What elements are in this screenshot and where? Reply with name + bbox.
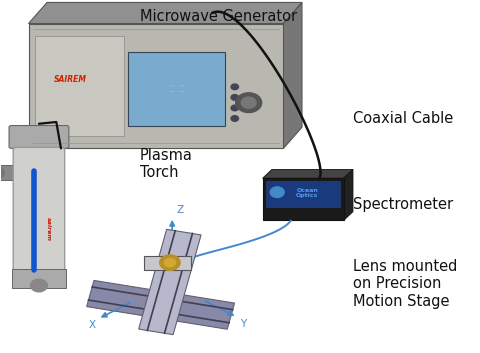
Circle shape	[231, 105, 239, 111]
Circle shape	[164, 258, 176, 267]
FancyBboxPatch shape	[28, 24, 283, 148]
Polygon shape	[283, 2, 302, 148]
Text: Ocean
Optics: Ocean Optics	[296, 188, 318, 198]
FancyBboxPatch shape	[0, 165, 18, 180]
Circle shape	[0, 166, 4, 179]
Circle shape	[236, 93, 262, 113]
Circle shape	[231, 116, 239, 121]
Circle shape	[231, 95, 239, 100]
FancyBboxPatch shape	[36, 36, 123, 136]
Text: Lens mounted
on Precision
Motion Stage: Lens mounted on Precision Motion Stage	[353, 259, 457, 309]
Text: Plasma
Torch: Plasma Torch	[140, 148, 192, 180]
Polygon shape	[87, 280, 235, 329]
Text: Coaxial Cable: Coaxial Cable	[353, 111, 453, 126]
Polygon shape	[263, 169, 353, 178]
FancyBboxPatch shape	[9, 126, 69, 148]
Circle shape	[160, 255, 180, 270]
Polygon shape	[28, 2, 302, 24]
Text: Microwave Generator: Microwave Generator	[140, 10, 297, 24]
Text: Y: Y	[240, 319, 247, 329]
Circle shape	[270, 187, 284, 197]
Text: —  —
—  —: — — — —	[169, 83, 184, 94]
FancyBboxPatch shape	[12, 269, 66, 288]
Polygon shape	[144, 256, 191, 270]
Text: Z: Z	[177, 205, 184, 215]
FancyBboxPatch shape	[128, 52, 226, 126]
Polygon shape	[139, 229, 201, 335]
Circle shape	[231, 84, 239, 90]
FancyBboxPatch shape	[263, 178, 344, 221]
Text: SAIREM: SAIREM	[54, 75, 87, 84]
FancyBboxPatch shape	[266, 181, 340, 207]
Circle shape	[241, 97, 256, 108]
FancyBboxPatch shape	[13, 147, 65, 280]
Text: Spectrometer: Spectrometer	[353, 197, 453, 212]
Text: sairem: sairem	[46, 217, 51, 241]
Polygon shape	[344, 169, 353, 221]
Circle shape	[31, 279, 47, 292]
Text: X: X	[88, 320, 96, 330]
